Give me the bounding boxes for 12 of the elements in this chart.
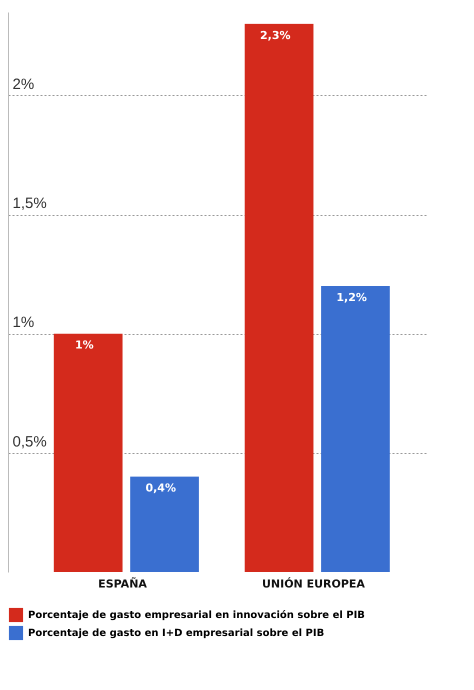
- y-tick-label: 2%: [12, 76, 34, 93]
- data-label: 0,4%: [145, 482, 176, 495]
- x-tick-label: UNIÓN EUROPEA: [262, 576, 366, 590]
- y-tick-label: 1,5%: [12, 195, 47, 212]
- legend-label: Porcentaje de gasto empresarial en innovación sobre el PIB: [28, 610, 365, 621]
- y-tick-label: 1%: [12, 314, 34, 332]
- x-tick-label: ESPAÑA: [98, 576, 148, 590]
- data-label: 1,2%: [336, 291, 367, 304]
- data-label: 2,3%: [260, 28, 291, 42]
- y-tick-label: 0,5%: [12, 433, 47, 450]
- legend-label: Porcentaje de gasto en I+D empresarial sobre el PIB: [28, 628, 324, 639]
- data-label: 1%: [75, 338, 94, 352]
